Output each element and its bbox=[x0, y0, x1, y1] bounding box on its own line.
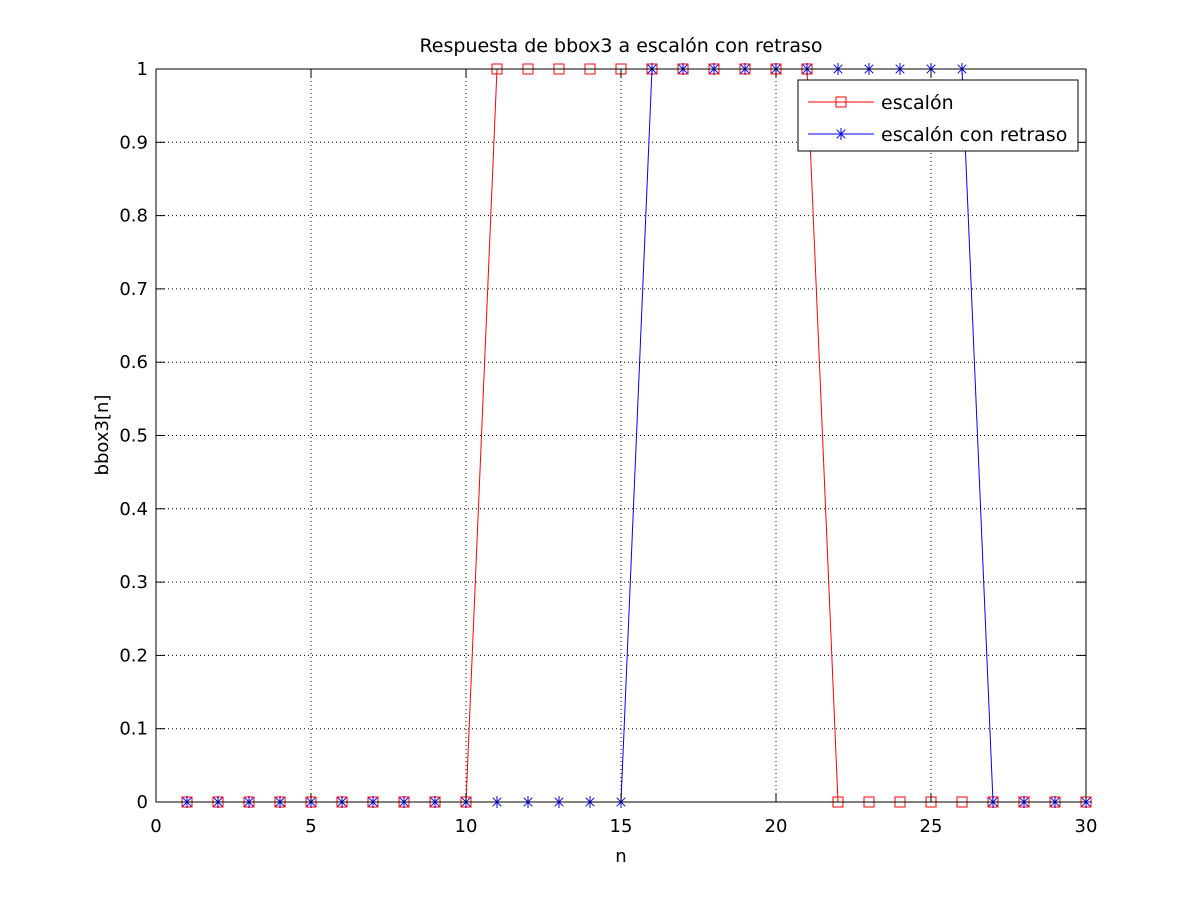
legend-item: escalón bbox=[808, 92, 954, 114]
y-tick-label: 0.8 bbox=[119, 206, 148, 227]
legend-marker-square bbox=[835, 96, 847, 108]
y-tick-label: 1 bbox=[137, 59, 148, 80]
chart-title: Respuesta de bbox3 a escalón con retraso bbox=[419, 35, 822, 57]
y-tick-label: 0.4 bbox=[119, 499, 148, 520]
x-tick-label: 5 bbox=[305, 816, 316, 837]
x-tick-label: 15 bbox=[610, 816, 633, 837]
y-tick-label: 0.7 bbox=[119, 279, 148, 300]
y-tick-label: 0.6 bbox=[119, 352, 148, 373]
y-tick-label: 0.5 bbox=[119, 426, 148, 447]
y-tick-label: 0.3 bbox=[119, 572, 148, 593]
legend-label: escalón bbox=[881, 92, 954, 114]
y-tick-label: 0 bbox=[137, 792, 148, 813]
legend: escalón escalón con retraso bbox=[797, 79, 1079, 152]
y-axis-label: bbox3[n] bbox=[92, 395, 113, 476]
x-tick-label: 25 bbox=[920, 816, 943, 837]
legend-box bbox=[797, 79, 1079, 152]
legend-marker-asterisk bbox=[835, 128, 847, 140]
asterisk-stroke bbox=[836, 129, 846, 139]
x-axis-label: n bbox=[615, 846, 626, 867]
x-tick-label: 10 bbox=[455, 816, 478, 837]
y-tick-label: 0.9 bbox=[119, 132, 148, 153]
y-tick-label: 0.1 bbox=[119, 719, 148, 740]
x-tick-label: 0 bbox=[150, 816, 161, 837]
x-tick-label: 30 bbox=[1075, 816, 1098, 837]
y-tick-label: 0.2 bbox=[119, 645, 148, 666]
legend-label: escalón con retraso bbox=[881, 124, 1067, 146]
legend-item: escalón con retraso bbox=[808, 124, 1067, 146]
x-tick-label: 20 bbox=[765, 816, 788, 837]
